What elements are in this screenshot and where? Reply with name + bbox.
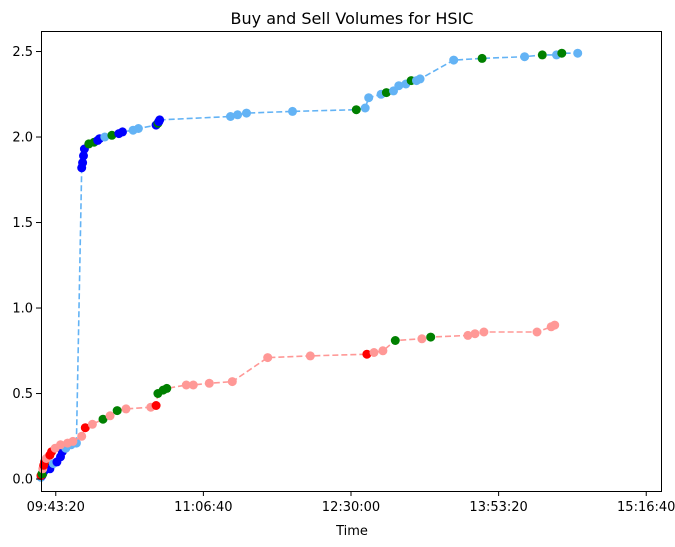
data-point-buy [100,132,110,142]
data-point-sell [105,411,115,421]
data-point-buy [381,88,391,98]
x-axis: 09:43:20 11:06:40 12:30:00 13:53:20 15:16:40 [27,491,675,515]
data-point-buy [360,103,370,113]
data-point-sell [80,423,90,433]
data-point-sell [417,334,427,344]
chart-title: Buy and Sell Volumes for HSIC [231,9,474,28]
x-tick-label: 12:30:00 [322,500,380,515]
y-tick-label: 2.5 [12,45,33,60]
data-point-sell [470,329,480,339]
data-point-sell [162,383,172,393]
data-point-buy [573,48,583,58]
data-point-sell [151,401,161,410]
data-point-sell [305,351,315,361]
y-tick-label: 0.0 [12,473,33,488]
data-point-sell [463,330,473,340]
data-point-buy [155,115,165,125]
y-tick-label: 1.0 [12,302,33,317]
x-axis-label: Time [335,524,368,539]
data-point-buy [351,105,361,115]
data-point-sell [112,406,122,416]
data-point-sell [426,332,436,342]
data-point-buy [78,158,88,168]
data-point-buy [107,130,117,140]
data-point-sell [390,336,400,345]
data-point-buy [133,124,143,133]
data-point-sell [550,320,560,330]
data-point-buy [226,112,235,121]
data-point-buy [537,50,547,60]
data-point-sell [532,327,542,337]
data-point-sell [181,380,191,390]
x-tick-label: 09:43:20 [27,500,85,515]
data-point-sell [362,349,372,359]
y-tick-label: 1.5 [12,216,33,231]
plot-area [36,48,583,482]
data-point-sell [56,440,65,450]
data-point-buy [394,81,404,91]
data-point-buy [477,53,487,63]
data-point-buy [233,110,243,120]
data-point-sell [87,419,97,429]
data-point-sell [263,353,273,363]
y-tick-label: 2.0 [12,131,33,146]
data-point-buy [242,108,251,118]
data-point-buy [118,127,127,137]
data-point-buy [557,48,567,58]
data-point-buy [449,55,459,65]
data-point-buy [288,106,297,116]
data-point-sell [98,414,108,424]
data-point-sell [188,380,198,390]
series-sell [36,320,560,481]
y-axis: 0.0 0.5 1.0 1.5 2.0 2.5 [12,45,41,488]
data-point-sell [479,327,489,337]
data-point-buy [364,93,374,103]
data-point-buy [79,151,88,161]
x-tick-label: 13:53:20 [469,500,527,515]
data-point-sell [378,346,388,356]
data-point-sell [369,348,379,357]
data-point-sell [204,378,214,388]
data-point-sell [77,431,87,441]
data-point-sell [68,436,78,446]
x-tick-label: 15:16:40 [617,500,675,515]
y-tick-label: 0.5 [12,387,33,402]
data-point-buy [415,74,425,84]
data-point-buy [520,52,530,62]
data-point-sell [227,377,237,387]
data-point-sell [121,404,131,414]
x-tick-label: 11:06:40 [174,500,232,515]
